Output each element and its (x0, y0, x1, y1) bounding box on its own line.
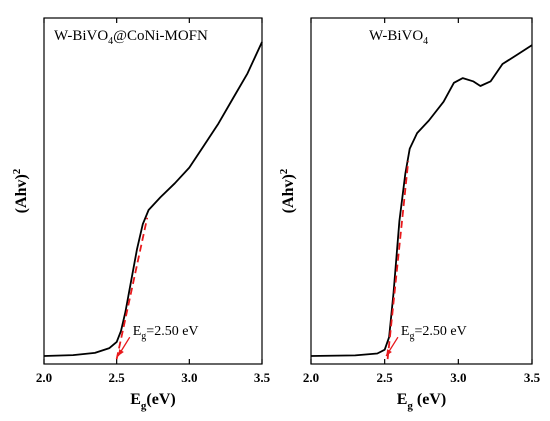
plot-frame (310, 17, 533, 365)
plot-frame (43, 17, 263, 365)
ylabel-main: (Ahv) (13, 174, 30, 213)
y-axis-label: (Ahv)2 (278, 168, 297, 213)
title-main: W-BiVO (369, 28, 423, 44)
annotation-main: E (401, 324, 410, 339)
x-axis-label: Eg (eV) (397, 391, 446, 412)
annotation-sub: g (141, 331, 146, 342)
data-series-line (310, 44, 533, 357)
annotation-rest: =2.50 eV (146, 324, 198, 339)
x-tick-label: 2.5 (109, 370, 126, 385)
x-axis-label: Eg(eV) (130, 391, 175, 412)
ylabel-sup: 2 (11, 168, 23, 174)
xlabel-main: E (397, 391, 408, 408)
x-tick-label: 2.0 (303, 370, 319, 385)
x-tick-label: 3.5 (254, 370, 271, 385)
x-tick-label: 2.5 (377, 370, 394, 385)
annotation-main: E (133, 324, 142, 339)
xlabel-sub: g (141, 400, 147, 412)
title-rest: @CoNi-MOFN (113, 28, 208, 44)
x-tick-label: 3.0 (450, 370, 466, 385)
annotation-sub: g (409, 331, 414, 342)
chart-panel-1: 2.0 2.5 3.0 3.5Eg=2.50 eVW-BiVO4@CoNi-MOFNE… (11, 17, 271, 412)
tangent-fit-line (115, 217, 149, 360)
xlabel-main: E (130, 391, 141, 408)
x-tick-label: 3.0 (181, 370, 197, 385)
bandgap-annotation: Eg=2.50 eV (133, 324, 199, 342)
title-sub: 4 (423, 36, 428, 47)
intercept-arrow-head (118, 349, 124, 356)
ylabel-sup: 2 (278, 168, 290, 174)
annotation-rest: =2.50 eV (414, 324, 466, 339)
x-tick-label: 2.0 (36, 370, 52, 385)
y-axis-label: (Ahv)2 (11, 168, 30, 213)
title-main: W-BiVO (54, 28, 108, 44)
data-series-line (43, 41, 263, 357)
panel-title: W-BiVO4 (369, 28, 428, 47)
intercept-arrow-head (386, 349, 392, 356)
xlabel-rest: (eV) (146, 391, 175, 408)
tangent-fit-line (386, 161, 410, 360)
xlabel-sub: g (407, 400, 413, 412)
bandgap-annotation: Eg=2.50 eV (401, 324, 467, 342)
ylabel-main: (Ahv) (280, 174, 297, 213)
xlabel-rest: (eV) (413, 391, 446, 408)
title-sub: 4 (108, 36, 113, 47)
panel-title: W-BiVO4@CoNi-MOFN (54, 28, 208, 47)
x-tick-label: 3.5 (524, 370, 541, 385)
